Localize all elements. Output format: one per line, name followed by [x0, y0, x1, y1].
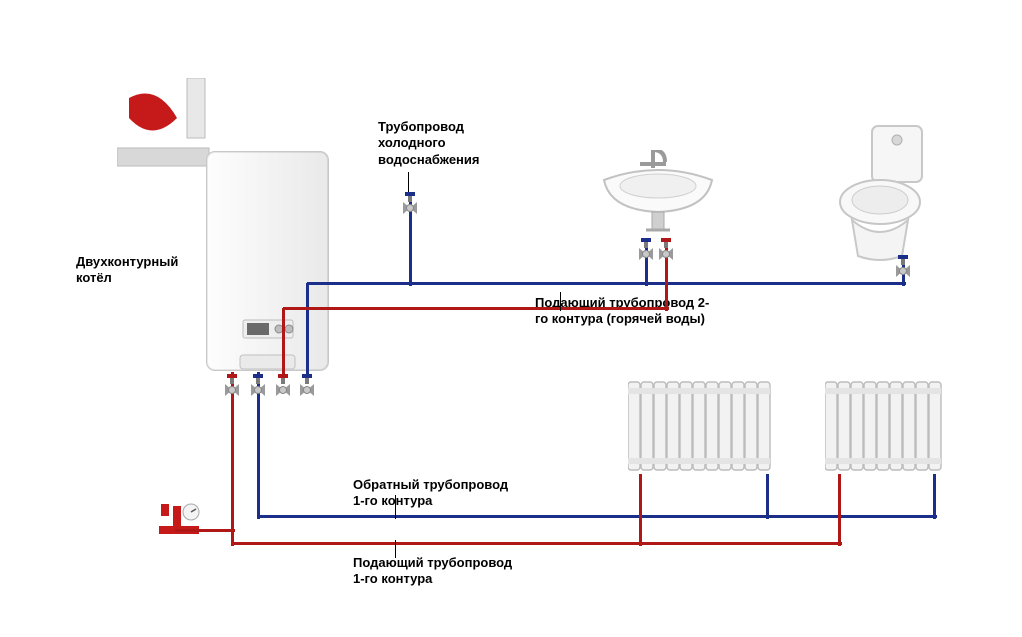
valve-v_boiler_4: [300, 374, 314, 394]
flue-icon: [117, 78, 217, 223]
safety-group-icon: [155, 498, 203, 544]
valve-v_boiler_3: [276, 374, 290, 394]
valve-v_sink_c: [639, 238, 653, 258]
valve-v_cold_top: [403, 192, 417, 212]
leader-hot_ptr: [560, 292, 561, 311]
valve-v_wc: [896, 255, 910, 275]
pipe-supply_to_grp: [175, 529, 235, 532]
valve-v_sink_h: [659, 238, 673, 258]
pipe-supply_v: [231, 372, 234, 546]
valve-v_boiler_2: [251, 374, 265, 394]
valve-v_boiler_1: [225, 374, 239, 394]
label-return: Обратный трубопровод 1-го контура: [353, 477, 508, 510]
pipe-supply_h: [232, 542, 842, 545]
pipe-cold_main_h: [307, 282, 906, 285]
label-cold: Трубопровод холодного водоснабжения: [378, 119, 480, 168]
label-boiler: Двухконтурный котёл: [76, 254, 178, 287]
diagram-stage: Двухконтурный котёл Трубопровод холодног…: [0, 0, 1022, 637]
leader-supply_ptr: [395, 540, 396, 558]
radiator-2-icon: [825, 378, 949, 478]
radiator-1-icon: [628, 378, 778, 478]
boiler-icon: [205, 150, 330, 375]
pipe-cold_to_boiler: [306, 283, 309, 375]
pipe-return_r2: [933, 474, 936, 519]
toilet-icon: [832, 124, 942, 264]
label-supply: Подающий трубопровод 1-го контура: [353, 555, 512, 588]
pipe-supply_r1: [639, 474, 642, 546]
leader-return_ptr: [395, 495, 396, 519]
label-hot: Подающий трубопровод 2- го контура (горя…: [535, 295, 709, 328]
pipe-hot_h: [283, 307, 669, 310]
sink-icon: [598, 150, 718, 242]
pipe-return_r1: [766, 474, 769, 519]
pipe-return_h: [258, 515, 937, 518]
pipe-supply_r2: [838, 474, 841, 546]
pipe-hot_v: [282, 308, 285, 375]
